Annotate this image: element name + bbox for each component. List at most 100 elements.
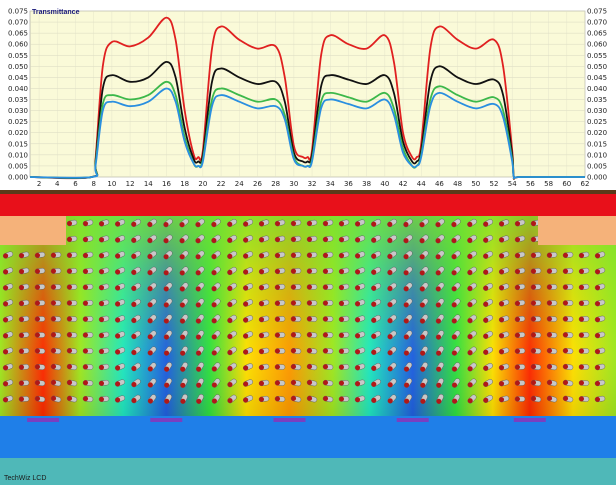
lc-head [243, 301, 249, 307]
lc-molecule [371, 267, 381, 275]
lc-head [436, 334, 442, 340]
lc-head [227, 301, 233, 307]
lc-head [547, 316, 553, 322]
lc-molecule [98, 299, 110, 307]
lc-head [595, 301, 601, 307]
lc-head [227, 237, 233, 243]
lc-molecule [514, 283, 526, 291]
lc-molecule [2, 363, 14, 371]
lc-molecule [66, 300, 78, 306]
lc-molecule [114, 315, 126, 323]
lc-molecule [371, 394, 381, 404]
lc-head [467, 366, 473, 372]
lc-head [179, 302, 185, 308]
lc-head [323, 268, 329, 274]
lc-molecule [147, 394, 157, 404]
lc-head [115, 349, 121, 355]
lc-head [115, 381, 121, 387]
lc-molecule [131, 219, 141, 227]
lc-head [307, 316, 313, 322]
lc-head [355, 349, 361, 355]
lc-molecule [419, 218, 429, 228]
lc-head [163, 238, 169, 244]
pixel-electrode [513, 418, 546, 422]
lc-molecule [2, 283, 14, 291]
lc-molecule [163, 266, 173, 276]
lc-molecule [354, 331, 366, 339]
lc-molecule [371, 299, 381, 307]
transmittance-chart: 0.000 0.005 0.010 0.015 0.020 0.025 0.030 0.035… [0, 0, 616, 190]
lc-molecule [435, 234, 445, 244]
lc-head [436, 398, 442, 404]
lc-head [19, 300, 25, 306]
lc-molecule [306, 395, 318, 403]
lc-molecule [34, 379, 46, 387]
lc-head [323, 284, 329, 290]
lc-molecule [594, 363, 606, 371]
lc-molecule [451, 250, 461, 260]
lc-molecule [227, 346, 237, 356]
lc-molecule [338, 235, 350, 243]
y-tick-label: 0.065 [587, 30, 607, 38]
lc-head [387, 269, 393, 275]
lc-head [179, 222, 185, 228]
lc-head [275, 364, 281, 370]
lc-molecule [436, 362, 444, 372]
lc-head [339, 396, 345, 402]
lc-molecule [530, 284, 542, 290]
lc-molecule [34, 316, 46, 322]
lc-head [115, 317, 121, 323]
lc-head [436, 382, 442, 388]
lc-molecule [435, 266, 445, 276]
lc-head [579, 284, 585, 290]
lc-molecule [50, 316, 62, 322]
lc-molecule [403, 362, 413, 372]
lc-molecule [164, 394, 172, 404]
lc-head [35, 252, 41, 258]
lc-molecule [338, 299, 350, 307]
lc-molecule [594, 331, 606, 339]
x-tick-label: 62 [581, 180, 590, 188]
lc-head [243, 253, 249, 259]
lc-molecule [498, 347, 510, 355]
lc-head [323, 332, 329, 338]
lc-head [307, 332, 313, 338]
lc-head [147, 334, 153, 340]
lc-head [259, 317, 265, 323]
lc-molecule [98, 331, 110, 339]
lc-molecule [179, 314, 189, 324]
lc-head [483, 221, 489, 227]
lc-molecule [420, 362, 428, 372]
lc-molecule [2, 299, 14, 307]
pixel-electrode [150, 418, 183, 422]
lc-head [499, 397, 505, 403]
lc-molecule [114, 331, 126, 339]
lc-molecule [306, 379, 318, 387]
lc-molecule [306, 300, 318, 306]
pixel-electrodes [27, 418, 546, 422]
lc-head [19, 269, 25, 275]
lc-head [579, 380, 585, 386]
x-tick-label: 2 [37, 180, 41, 188]
lc-head [67, 316, 73, 322]
lc-head [51, 379, 57, 385]
lc-head [83, 300, 89, 306]
lc-head [595, 396, 601, 402]
lc-head [483, 301, 489, 307]
lc-molecule [66, 347, 78, 355]
lc-head [531, 252, 537, 258]
lc-molecule [82, 380, 94, 386]
lc-molecule [34, 268, 46, 274]
lc-molecule [243, 251, 253, 259]
lc-molecule [562, 379, 574, 387]
lc-molecule [338, 315, 350, 323]
lc-head [499, 349, 505, 355]
lc-molecule [258, 363, 270, 371]
lc-molecule [114, 363, 126, 371]
lc-head [67, 395, 73, 401]
lc-head [164, 350, 170, 356]
lc-molecule [594, 379, 606, 387]
y-tick-label: 0.075 [587, 8, 607, 16]
lc-head [83, 221, 89, 227]
lc-molecule [371, 315, 381, 323]
